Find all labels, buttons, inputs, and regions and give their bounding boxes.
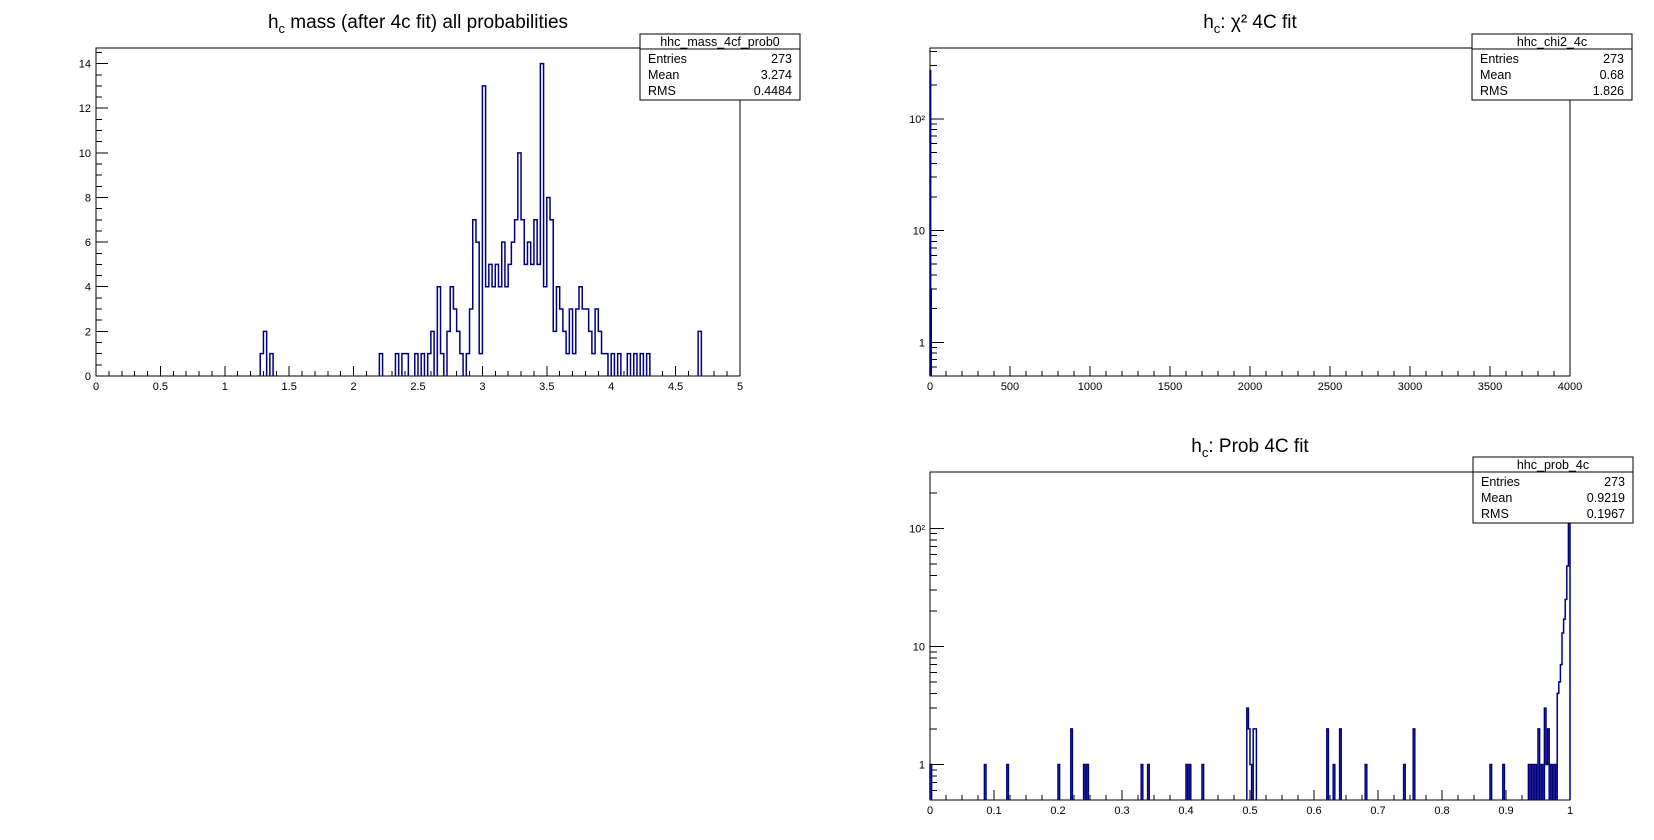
stats-label: Entries [648, 52, 687, 66]
y-tick-label: 0 [85, 371, 91, 383]
histogram-series [929, 69, 933, 376]
chart-title: hc mass (after 4c fit) all probabilities [268, 12, 568, 36]
stats-value: 3.274 [761, 68, 792, 82]
chart-title: hc: χ² 4C fit [1203, 12, 1297, 36]
stats-value: 0.1967 [1587, 507, 1625, 521]
y-tick-label: 8 [85, 192, 91, 204]
y-tick-label: 10 [79, 148, 91, 160]
stats-value: 0.9219 [1587, 491, 1625, 505]
x-tick-label: 3500 [1478, 381, 1502, 393]
y-tick-label: 1 [919, 759, 925, 771]
stats-label: Mean [1480, 68, 1511, 82]
x-tick-label: 1.5 [282, 381, 297, 393]
stats-value: 273 [1604, 475, 1625, 489]
stats-label: RMS [1481, 507, 1509, 521]
x-tick-label: 1000 [1078, 381, 1102, 393]
panel-mass: hc mass (after 4c fit) all probabilities… [79, 12, 801, 393]
x-tick-label: 0 [93, 381, 99, 393]
x-tick-label: 0.6 [1306, 805, 1321, 817]
x-tick-label: 3000 [1398, 381, 1422, 393]
y-tick-label: 10² [909, 523, 925, 535]
stats-name: hhc_chi2_4c [1517, 35, 1587, 49]
y-tick-label: 1 [919, 337, 925, 349]
x-tick-label: 0.8 [1434, 805, 1449, 817]
stats-box-frame [1471, 33, 1633, 101]
y-tick-label: 10² [909, 114, 925, 126]
x-tick-label: 2.5 [410, 381, 425, 393]
x-tick-label: 3.5 [539, 381, 554, 393]
stats-value: 273 [1603, 52, 1624, 66]
x-tick-label: 0 [927, 805, 933, 817]
stats-box-frame [1472, 456, 1634, 524]
x-tick-label: 4 [608, 381, 614, 393]
histogram-series [929, 514, 1571, 800]
stats-value: 273 [771, 52, 792, 66]
x-tick-label: 1 [1567, 805, 1573, 817]
stats-box: hhc_chi2_4c Entries 273 Mean 0.68 RMS 1.826 [1471, 33, 1633, 101]
x-tick-label: 0.5 [153, 381, 168, 393]
y-tick-label: 4 [85, 282, 91, 294]
x-tick-label: 3 [479, 381, 485, 393]
x-tick-label: 1 [222, 381, 228, 393]
x-tick-label: 0.4 [1178, 805, 1193, 817]
x-tick-label: 0.1 [986, 805, 1001, 817]
chart-title: hc: Prob 4C fit [1191, 436, 1309, 460]
panel-chi2: hc: χ² 4C fit 0 500 1000 1500 2000 2500 3000 350… [909, 12, 1633, 393]
x-tick-label: 0.7 [1370, 805, 1385, 817]
y-tick-label: 10 [913, 226, 925, 238]
stats-name: hhc_mass_4cf_prob0 [660, 35, 780, 49]
x-tick-label: 4000 [1558, 381, 1582, 393]
x-tick-label: 4.5 [668, 381, 683, 393]
x-tick-label: 0.3 [1114, 805, 1129, 817]
x-tick-label: 2000 [1238, 381, 1262, 393]
x-tick-label: 0.9 [1498, 805, 1513, 817]
x-tick-label: 0 [927, 381, 933, 393]
y-tick-label: 6 [85, 237, 91, 249]
x-tick-label: 1500 [1158, 381, 1182, 393]
y-tick-label: 12 [79, 103, 91, 115]
y-tick-label: 2 [85, 326, 91, 338]
stats-label: RMS [1480, 84, 1508, 98]
panel-prob: hc: Prob 4C fit 0 0.1 0.2 0.3 0.4 0.5 0.6 0.7 0.8… [909, 436, 1634, 817]
x-tick-label: 2500 [1318, 381, 1342, 393]
stats-value: 1.826 [1593, 84, 1624, 98]
stats-label: Mean [648, 68, 679, 82]
stats-box-frame [639, 33, 801, 101]
x-tick-label: 500 [1001, 381, 1019, 393]
x-tick-label: 0.5 [1242, 805, 1257, 817]
y-tick-label: 10 [913, 641, 925, 653]
stats-label: Entries [1480, 52, 1519, 66]
stats-value: 0.68 [1600, 68, 1624, 82]
stats-label: Mean [1481, 491, 1512, 505]
stats-label: RMS [648, 84, 676, 98]
stats-box: hhc_mass_4cf_prob0 Entries 273 Mean 3.274 RMS… [639, 33, 801, 101]
stats-label: Entries [1481, 475, 1520, 489]
x-tick-label: 2 [351, 381, 357, 393]
stats-value: 0.4484 [754, 84, 792, 98]
y-tick-label: 14 [79, 59, 91, 71]
stats-name: hhc_prob_4c [1517, 458, 1589, 472]
histogram-series [259, 62, 703, 376]
x-tick-label: 5 [737, 381, 743, 393]
stats-box: hhc_prob_4c Entries 273 Mean 0.9219 RMS 0.1967 [1472, 456, 1634, 524]
x-tick-label: 0.2 [1050, 805, 1065, 817]
